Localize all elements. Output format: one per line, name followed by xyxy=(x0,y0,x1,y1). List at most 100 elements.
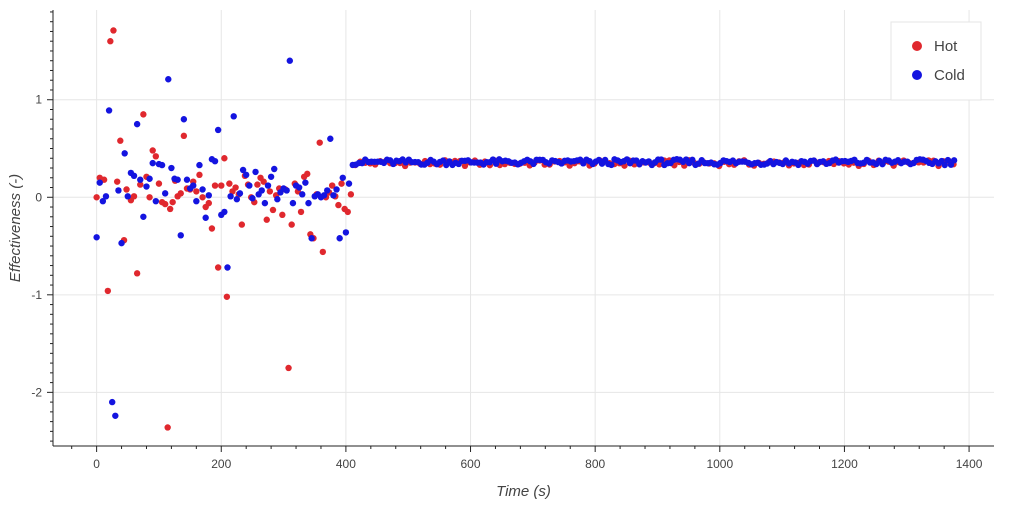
data-point xyxy=(133,120,141,128)
data-point xyxy=(218,182,225,189)
data-point xyxy=(323,187,331,194)
data-point xyxy=(289,199,297,207)
data-point xyxy=(164,424,171,431)
data-point xyxy=(689,156,696,164)
y-tick-label: 0 xyxy=(35,190,42,204)
data-point xyxy=(124,193,131,200)
data-point xyxy=(205,199,212,207)
data-point xyxy=(223,293,231,300)
data-point xyxy=(342,229,350,236)
data-point xyxy=(133,270,141,277)
data-point xyxy=(115,187,122,194)
legend-hot-marker xyxy=(912,41,922,51)
data-point xyxy=(227,193,234,200)
data-point xyxy=(269,206,277,214)
data-point xyxy=(608,161,615,169)
data-point xyxy=(316,139,323,146)
data-point xyxy=(183,176,191,183)
data-point xyxy=(121,150,128,157)
data-point xyxy=(118,239,125,247)
data-point xyxy=(152,153,160,160)
data-point xyxy=(93,234,100,241)
y-tick-label: 1 xyxy=(35,93,42,107)
data-point xyxy=(286,57,294,64)
data-point xyxy=(110,27,117,34)
x-tick-label: 1400 xyxy=(956,457,983,471)
data-point xyxy=(944,156,952,164)
data-point xyxy=(143,183,150,190)
data-point xyxy=(102,193,110,200)
data-point xyxy=(242,171,250,179)
data-point xyxy=(161,190,169,197)
data-point xyxy=(320,192,328,199)
data-point xyxy=(246,182,253,189)
data-point xyxy=(113,178,121,185)
data-point xyxy=(130,172,138,180)
data-point xyxy=(140,213,147,220)
data-point xyxy=(140,111,147,118)
data-point xyxy=(208,225,216,232)
data-point xyxy=(196,161,203,169)
y-tick-label: -2 xyxy=(31,385,42,399)
data-point xyxy=(941,161,948,169)
data-point xyxy=(238,221,246,228)
data-point xyxy=(261,199,269,207)
data-point xyxy=(109,398,116,406)
x-tick-label: 400 xyxy=(336,457,356,471)
data-point xyxy=(283,187,290,194)
data-point xyxy=(658,156,665,163)
data-point xyxy=(196,171,203,179)
data-point xyxy=(302,179,309,186)
data-point xyxy=(239,166,247,174)
data-point xyxy=(333,186,340,193)
data-point xyxy=(249,195,256,202)
axes xyxy=(52,10,994,447)
data-point xyxy=(319,248,327,256)
legend-box xyxy=(890,21,982,101)
data-point xyxy=(177,232,184,239)
series-hot xyxy=(93,27,957,431)
data-point xyxy=(347,191,355,198)
data-point xyxy=(221,208,228,216)
data-point xyxy=(461,162,469,170)
y-axis-label: Effectiveness (-) xyxy=(7,174,24,282)
data-point xyxy=(177,190,184,197)
legend: Hot Cold xyxy=(890,21,982,101)
data-point xyxy=(190,182,197,189)
data-point xyxy=(169,198,176,206)
data-point xyxy=(236,190,244,197)
data-point xyxy=(168,164,175,172)
data-point xyxy=(230,113,237,120)
x-tick-label: 1200 xyxy=(831,457,858,471)
data-point xyxy=(214,264,222,271)
data-point xyxy=(199,186,206,193)
data-point xyxy=(104,287,112,295)
y-tick-label: -1 xyxy=(31,288,42,302)
legend-hot-label: Hot xyxy=(934,38,958,55)
data-point xyxy=(93,194,100,201)
data-point xyxy=(339,174,346,181)
data-point xyxy=(174,176,181,183)
data-point xyxy=(96,179,103,186)
data-point xyxy=(285,364,292,372)
data-point xyxy=(149,159,156,167)
data-point xyxy=(137,181,144,188)
axis-ticks: 0 200 400 600 800 1000 1200 1400 -2 -1 0 1 xyxy=(31,11,983,471)
data-point xyxy=(193,188,200,195)
data-point xyxy=(112,412,119,419)
data-point xyxy=(146,194,153,201)
data-point xyxy=(258,187,265,194)
data-point xyxy=(146,175,153,182)
data-points xyxy=(93,27,958,431)
data-point xyxy=(295,184,303,191)
data-point xyxy=(214,126,222,134)
data-point xyxy=(211,182,219,189)
data-point xyxy=(155,180,163,187)
data-point xyxy=(123,186,130,193)
data-point xyxy=(193,197,200,205)
data-point xyxy=(224,264,231,271)
x-tick-label: 800 xyxy=(585,457,605,471)
data-point xyxy=(202,214,209,221)
data-point xyxy=(152,197,160,205)
